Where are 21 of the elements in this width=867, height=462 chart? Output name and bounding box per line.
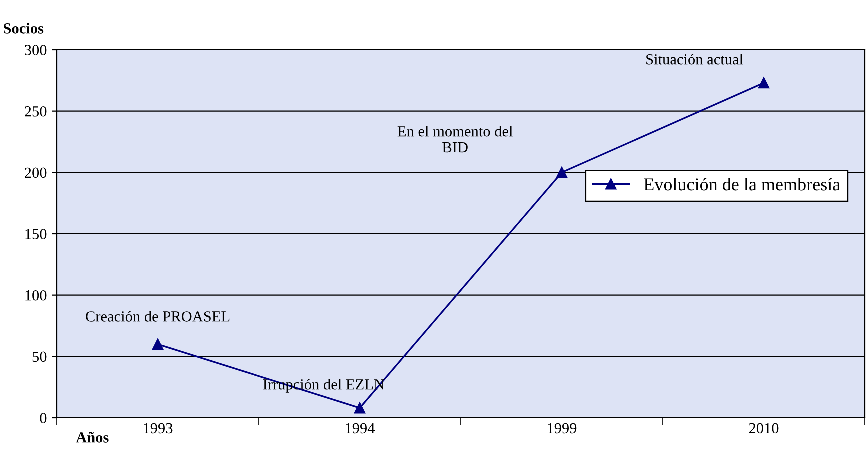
y-axis-title: Socios	[4, 23, 44, 34]
y-tick-label: 100	[26, 290, 47, 301]
y-tick-label: 250	[25, 106, 47, 117]
y-tick-label: 300	[25, 45, 47, 56]
point	[556, 167, 568, 178]
x-tick-label: 1993	[144, 423, 173, 434]
y-tick-label: 150	[26, 229, 47, 240]
annotation: En el momento del BID	[398, 126, 513, 153]
legend-label: Evolución de la membresía	[644, 178, 840, 191]
x-tick-label: 1999	[548, 423, 577, 434]
annotation: Creación de PROASEL	[86, 311, 230, 322]
annotation: Situación actual	[646, 54, 744, 65]
point	[354, 402, 366, 414]
y-tick-label: 0	[40, 413, 47, 424]
point	[152, 338, 164, 350]
x-axis-title: Años	[76, 432, 109, 443]
point	[758, 78, 770, 89]
y-tick-label: 200	[25, 168, 47, 178]
x-tick-label: 2010	[749, 423, 779, 434]
x-tick-label: 1994	[346, 423, 376, 434]
y-tick-label: 50	[32, 352, 47, 362]
